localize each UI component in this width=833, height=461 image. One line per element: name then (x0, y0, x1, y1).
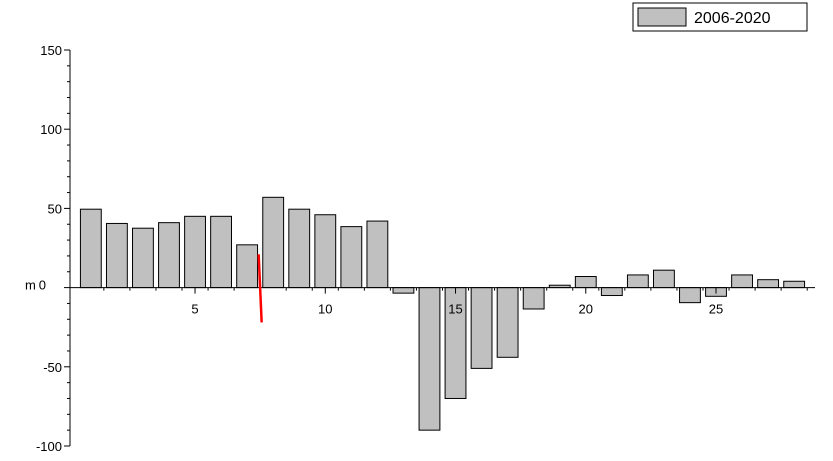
x-tick-label: 25 (709, 302, 723, 317)
y-tick-label: -100 (36, 439, 62, 454)
bars-group (79, 196, 806, 431)
bar-3 (132, 227, 154, 289)
bar-13 (392, 287, 415, 294)
bar-7 (236, 244, 259, 289)
bar-6 (210, 215, 233, 289)
bar-21 (600, 287, 623, 297)
bar-18 (522, 287, 545, 310)
bar-16 (470, 287, 493, 369)
bar-11 (340, 226, 363, 289)
bar-8 (262, 196, 285, 289)
x-tick-label: 5 (191, 302, 198, 317)
y-tick-label: 50 (48, 201, 62, 216)
x-tick-label: 20 (579, 302, 593, 317)
bar-4 (158, 222, 180, 289)
x-tick-label: 15 (448, 302, 462, 317)
y-ticks-group: 150 100 50 -50 -100 0 (36, 43, 70, 454)
bar-9 (288, 208, 311, 289)
bar-12 (366, 220, 389, 289)
bar-27 (757, 279, 780, 289)
bar-26 (731, 274, 753, 289)
legend[interactable]: 2006-2020 (632, 2, 808, 32)
legend-label: 2006-2020 (694, 10, 771, 27)
x-tick-label: 10 (318, 302, 332, 317)
legend-swatch (637, 7, 687, 27)
bar-24 (679, 287, 701, 304)
bar-28 (783, 280, 806, 289)
bar-1 (79, 208, 102, 289)
bar-10 (314, 214, 337, 289)
y-tick-label: 150 (40, 43, 62, 58)
y-tick-label: 0 (39, 278, 46, 293)
y-tick-label: 100 (40, 122, 62, 137)
x-ticks-group: 5 10 15 20 25 (103, 287, 808, 317)
bar-2 (105, 222, 128, 289)
bar-20 (574, 276, 597, 289)
y-tick-label: -50 (43, 360, 62, 375)
bar-17 (496, 287, 519, 358)
bar-23 (653, 269, 675, 289)
annotation-red-line (257, 254, 263, 323)
bar-22 (626, 274, 649, 289)
bar-5 (184, 215, 206, 289)
bar-14 (418, 287, 441, 431)
y-axis-label: m (25, 278, 36, 293)
